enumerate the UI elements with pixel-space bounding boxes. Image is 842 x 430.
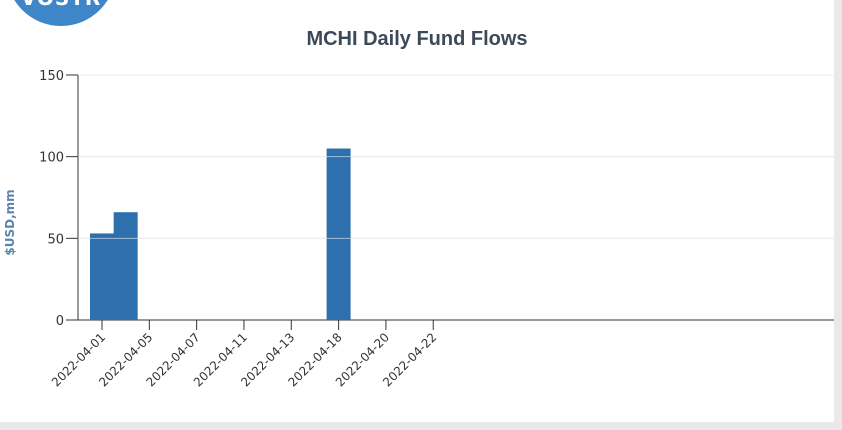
chart-title: MCHI Daily Fund Flows — [306, 28, 528, 50]
y-tick-label: 50 — [47, 232, 64, 247]
y-axis-title: $USD,mm — [3, 189, 17, 255]
bar-chart: 0501001502022-04-012022-04-052022-04-072… — [3, 69, 834, 389]
y-tick-label: 0 — [56, 314, 64, 329]
logo-text: VOSTR — [6, 0, 116, 10]
bar-2022-04-01 — [90, 233, 114, 320]
y-tick-label: 150 — [39, 69, 64, 84]
y-tick-label: 100 — [39, 151, 64, 166]
bar-2022-04-18 — [326, 148, 351, 320]
chart-panel: VOSTR MCHI Daily Fund Flows 050100150202… — [0, 0, 834, 422]
bar-2022-04-04 — [113, 212, 138, 320]
